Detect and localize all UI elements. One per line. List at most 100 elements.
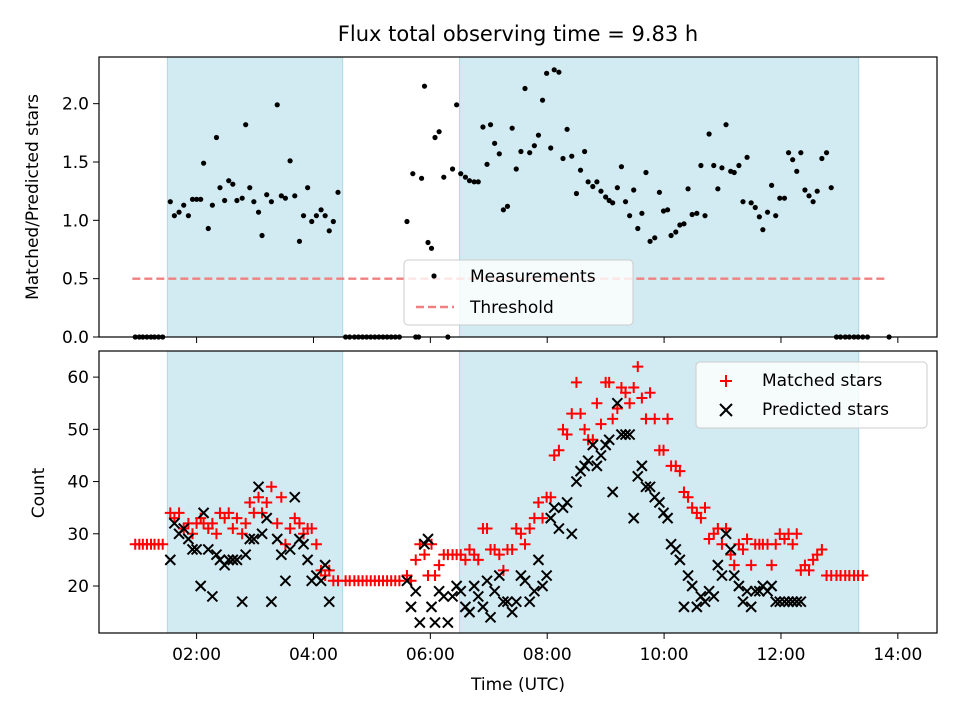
measurement-point [539,97,546,103]
predicted-star-point [425,601,438,613]
matched-star-point [429,570,441,582]
top-shaded-region-0 [166,56,344,338]
measurement-point [631,187,637,193]
predicted-star-point [429,616,441,629]
matched-star-point [591,397,603,409]
measurement-point [425,239,431,246]
predicted-star-point [678,601,690,613]
legend-predicted-label: Predicted stars [762,400,889,420]
matched-star-point [545,491,557,503]
measurement-point [222,197,228,204]
predicted-star-point [231,554,243,566]
predicted-star-point [442,616,454,629]
measurement-point [480,124,486,130]
measurement-point [527,150,533,156]
predicted-star-point [414,616,426,629]
predicted-star-point [682,569,694,582]
matched-star-point [695,512,707,524]
measurement-point [418,175,425,181]
matched-star-point [811,549,823,561]
predicted-star-point [632,470,644,483]
predicted-star-point [741,585,753,597]
measurement-point [685,186,691,192]
predicted-star-point [223,554,235,566]
measurement-point [234,197,240,204]
measurement-point [181,202,187,208]
bottom-x-axis: 02:00 04:00 06:00 08:00 10:00 12:00 14:00 [172,633,922,665]
measurement-point [744,154,750,160]
predicted-star-point [438,590,450,603]
measurement-point [643,169,649,176]
predicted-star-point [422,533,434,545]
predicted-star-point [463,606,476,618]
matched-star-point [493,549,505,561]
measurement-point [313,213,319,219]
predicted-star-point [279,575,292,587]
measurement-point [487,122,494,128]
measurement-point [518,148,524,155]
measurement-point [698,162,704,169]
matched-star-point [587,434,599,446]
predicted-star-point [484,611,497,624]
predicted-star-point [468,580,480,592]
predicted-star-point [410,585,422,597]
matched-star-point [636,392,648,404]
predicted-star-point [261,512,273,524]
measurement-point [167,199,173,205]
matched-star-point [515,528,527,540]
measurement-point [296,238,303,244]
matched-star-point [699,502,711,514]
matched-star-point [223,507,235,519]
top-y-tick-label: 1.5 [62,153,89,173]
predicted-star-point [611,397,624,409]
measurement-point [217,185,223,191]
matched-star-point [210,528,222,540]
predicted-star-point [791,595,803,608]
measurement-point [255,209,262,215]
predicted-star-point [202,543,214,556]
predicted-star-point [244,533,256,545]
measurement-point [802,187,808,193]
predicted-star-point [770,595,782,608]
bottom-x-tick-label: 12:00 [756,645,805,665]
predicted-star-point [239,548,252,561]
legend-measurements-marker [431,273,437,279]
measurement-point [496,151,502,157]
measurement-point [677,222,683,228]
predicted-star-point [182,533,195,545]
bottom-y-axis-label: Count [29,467,49,518]
measurement-point [590,183,596,190]
bottom-y-axis: 20 30 40 50 60 [67,368,99,597]
measurement-point [760,227,766,233]
measurement-point [577,167,584,173]
measurement-point [513,166,519,172]
predicted-star-point [623,428,636,441]
measurement-point [569,153,575,159]
predicted-star-point [737,595,749,608]
measurement-point [198,196,204,202]
predicted-star-point [765,580,778,592]
predicted-star-point [670,543,682,556]
predicted-star-point [206,590,219,603]
measurement-point [441,174,447,180]
measurement-point [711,162,717,169]
bottom-x-tick-label: 06:00 [406,645,455,665]
matched-star-point [253,491,265,503]
measurement-point [627,213,633,219]
predicted-star-point [297,538,310,550]
measurement-point [752,204,758,211]
predicted-star-point [455,585,467,597]
measurement-point [535,132,542,138]
matched-star-point [206,517,218,529]
predicted-star-point [446,590,459,603]
bottom-shaded-region-0 [166,350,344,634]
measurement-point [504,203,511,209]
predicted-star-point [528,585,541,597]
measurement-point [492,140,498,146]
matched-star-point [532,496,544,508]
predicted-star-point [197,507,210,519]
measurement-point [748,200,754,206]
measurement-point [660,208,667,214]
measurement-point [458,171,464,177]
bottom-y-tick-label: 60 [67,368,89,388]
